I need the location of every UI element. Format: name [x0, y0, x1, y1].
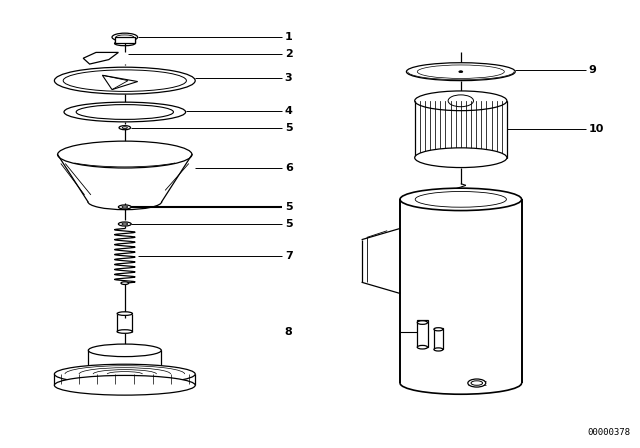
- Ellipse shape: [117, 312, 132, 315]
- Ellipse shape: [434, 348, 443, 351]
- Text: 5: 5: [285, 123, 292, 133]
- Ellipse shape: [406, 63, 515, 81]
- Bar: [115, 37, 135, 43]
- Ellipse shape: [115, 41, 135, 46]
- Ellipse shape: [54, 375, 195, 395]
- Text: 1: 1: [285, 32, 292, 42]
- Text: 7: 7: [285, 251, 292, 261]
- Ellipse shape: [415, 91, 507, 111]
- Text: 4: 4: [285, 106, 292, 116]
- Ellipse shape: [415, 148, 507, 168]
- Ellipse shape: [417, 345, 428, 349]
- Ellipse shape: [121, 282, 129, 284]
- Bar: [434, 328, 443, 349]
- Text: 5: 5: [285, 202, 292, 212]
- Ellipse shape: [459, 71, 463, 73]
- Ellipse shape: [119, 125, 131, 130]
- Text: 10: 10: [589, 124, 604, 134]
- Text: 00000378: 00000378: [588, 428, 630, 437]
- Ellipse shape: [64, 102, 186, 122]
- Text: 5: 5: [285, 219, 292, 229]
- Text: 8: 8: [285, 327, 292, 336]
- Ellipse shape: [434, 328, 443, 331]
- Polygon shape: [83, 52, 118, 64]
- Ellipse shape: [88, 344, 161, 357]
- Ellipse shape: [118, 222, 131, 226]
- Text: 3: 3: [285, 73, 292, 83]
- Ellipse shape: [417, 321, 428, 324]
- Ellipse shape: [112, 33, 138, 41]
- Ellipse shape: [54, 67, 195, 94]
- Ellipse shape: [468, 379, 486, 387]
- Text: 9: 9: [589, 65, 596, 75]
- Ellipse shape: [117, 330, 132, 333]
- Text: 6: 6: [285, 163, 292, 173]
- Text: 2: 2: [285, 49, 292, 59]
- Bar: [417, 320, 428, 347]
- Ellipse shape: [400, 188, 522, 211]
- Ellipse shape: [58, 141, 192, 168]
- Ellipse shape: [54, 364, 195, 384]
- Ellipse shape: [118, 205, 131, 209]
